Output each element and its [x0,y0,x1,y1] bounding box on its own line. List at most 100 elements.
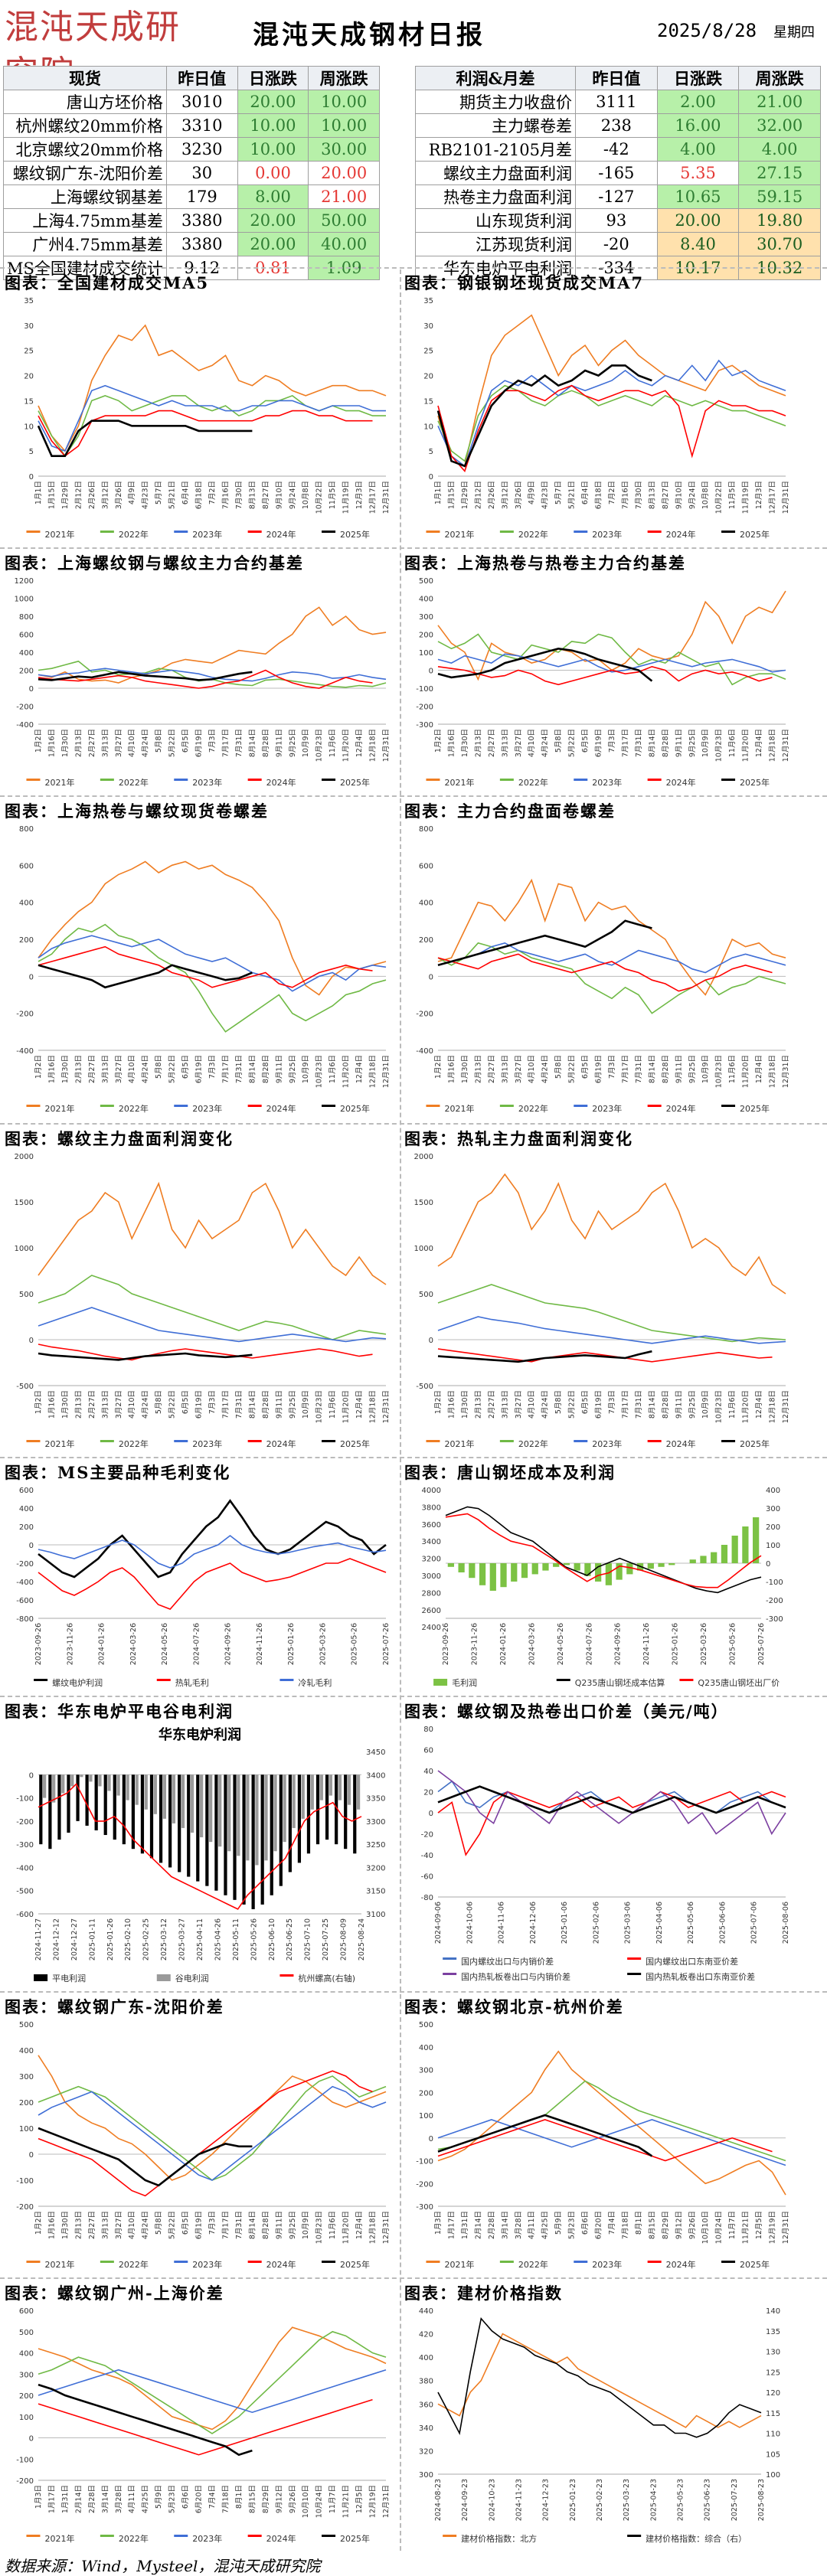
legend-swatch [679,1679,694,1681]
y-tick-label: 600 [19,862,34,870]
legend-label: 2023年 [592,529,622,540]
y-tick-label: 500 [419,577,433,586]
x-tick-label: 7月31日 [235,729,244,757]
x-tick-label: 6月5日 [181,729,190,753]
x-tick-label: 12月31日 [382,2485,391,2518]
flat-power-profit-bar [140,1774,145,1854]
profit-bar [531,1563,538,1575]
x-tick-label: 10月10日 [701,2211,710,2244]
chart-title: 图表：螺纹钢广东-沈阳价差 [5,1997,224,2016]
x-tick-label: 6月5日 [581,1055,590,1079]
legend-swatch [100,531,114,533]
y-tick-label: 0 [429,1337,433,1345]
x-tick-label: 9月11日 [675,729,683,757]
row-value: 3380 [165,232,238,256]
series-line [38,2326,387,2431]
x-tick-label: 5月8日 [155,1055,163,1079]
valley-power-profit-bar [338,1774,342,1801]
y-tick-label: 0 [429,473,433,482]
section-divider [0,795,827,797]
x-tick-label: 12月4日 [355,1055,364,1083]
y-tick-label: 0 [429,973,433,981]
x-tick-label: 8月28日 [262,729,270,757]
x-tick-label: 2月27日 [88,1055,96,1083]
y-tick-label: -600 [16,1597,34,1605]
legend-label: 2023年 [192,1438,222,1449]
x-tick-label: 5月8日 [554,729,563,753]
x-tick-label: 10月24日 [315,2485,324,2518]
legend-swatch [721,1440,736,1442]
profit-bar [731,1536,738,1563]
x-tick-label: 5月21日 [168,481,177,509]
legend-label: 2021年 [44,529,74,540]
x-tick-label: 4月9日 [528,481,536,504]
flat-power-profit-bar [159,1774,163,1863]
legend-swatch [34,1679,48,1681]
x-tick-label: 6月19日 [195,2211,204,2239]
row-value: 93 [575,208,658,233]
legend-label: 2024年 [666,777,696,788]
legend-swatch [247,779,262,781]
table-header: 日涨跌 [237,66,309,90]
x-tick-label: 2月27日 [88,1390,96,1419]
y-tick-label: 500 [419,2021,433,2029]
legend-label: 2024年 [666,1438,696,1449]
y-tick-label: 1200 [15,577,34,586]
x-tick-label: 2025-05-26 [729,1623,737,1665]
x-tick-label: 7月3日 [208,2211,217,2235]
x-tick-label: 3月13日 [101,729,110,757]
x-tick-label: 11月20日 [742,729,750,762]
legend-label: 2022年 [119,2533,149,2544]
legend-swatch [100,779,114,781]
y-tick-label: 420 [419,2331,433,2339]
legend-swatch [322,1105,336,1107]
table-header: 日涨跌 [656,66,740,90]
flat-power-profit-bar [270,1774,273,1895]
flat-power-profit-bar [178,1774,181,1872]
row-name: 山东现货利润 [415,208,576,233]
x-tick-label: 10月8日 [701,481,710,509]
legend-swatch [426,1105,440,1107]
x-tick-label: 10月10日 [302,2485,310,2518]
table-header: 昨日值 [575,66,658,90]
x-tick-label: 5月8日 [554,1390,563,1414]
x-tick-label: 4月24日 [142,1055,150,1083]
row-name: 北京螺纹20mm价格 [3,137,167,162]
legend-swatch [426,531,440,533]
x-tick-label: 1月16日 [447,1390,456,1419]
legend-swatch [499,2261,514,2263]
chart-svg: 440 420 400 380 360 340 320 300 140 135 130 125 120 1… [419,2307,780,2544]
x-tick-label: 1月30日 [461,729,469,757]
x-tick-label: 7月4日 [208,2485,217,2509]
valley-power-profit-bar [283,1774,286,1843]
chart-title: 图表：热轧主力盘面利润变化 [404,1129,633,1148]
valley-power-profit-bar [116,1774,120,1796]
legend-label: 热轧毛利 [175,1677,209,1688]
x-tick-label: 2025-03-27 [178,1918,187,1961]
x-tick-label: 11月5日 [329,481,337,509]
x-tick-label: 8月14日 [648,1390,656,1419]
x-tick-label: 6月20日 [195,2485,204,2513]
x-tick-label: 4月23日 [541,481,550,509]
series-line [38,384,386,452]
flat-power-profit-bar [103,1774,107,1836]
x-tick-label: 2月13日 [74,2211,83,2239]
x-tick-label: 3月13日 [501,1055,509,1083]
row-name: 华东电炉平电利润 [415,256,576,280]
row-day-change: 10.00 [237,137,309,162]
profit-bar [742,1526,749,1563]
x-tick-label: 9月12日 [675,2211,683,2239]
y-tick-label: 200 [19,2392,34,2401]
valley-power-profit-bar [144,1774,148,1810]
legend-swatch [499,1440,514,1442]
x-tick-label: 8月14日 [248,1390,257,1419]
legend-swatch [174,2261,188,2263]
x-tick-label: 2024-03-26 [528,1623,536,1665]
y-tick-label: -200 [416,704,433,712]
legend-label: 2023年 [592,1438,622,1449]
legend-swatch [26,1105,41,1107]
x-tick-label: 2025-01-26 [106,1918,115,1961]
x-tick-label: 2024-01-26 [499,1623,508,1665]
